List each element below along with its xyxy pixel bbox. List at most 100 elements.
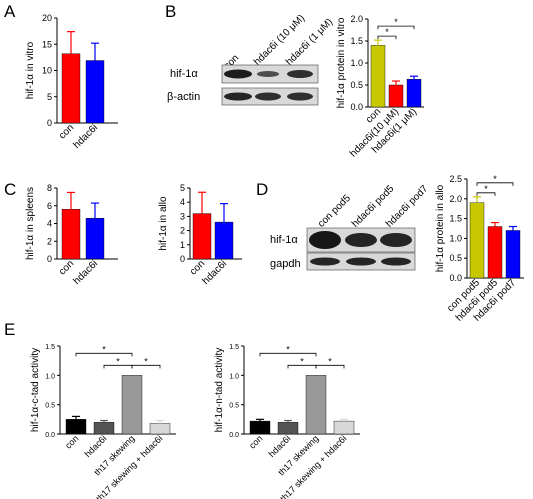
blot-b-row-label: β-actin: [167, 91, 201, 103]
blot-d-gapdh-band: [381, 257, 411, 266]
chart-e1-sig-bracket: [75, 352, 133, 357]
blot-d-row-label: hif-1α: [270, 234, 298, 246]
chart-d-bar: [505, 230, 521, 279]
chart-e1-ytick-label: 1.5: [45, 344, 55, 351]
chart-b-bar: [406, 79, 422, 108]
chart-c1-bar: [61, 209, 81, 260]
chart-a-bar: [61, 53, 81, 124]
chart-e2-sig-bracket: [315, 364, 345, 369]
chart-d-ytick-label: 1.5: [449, 214, 462, 224]
blot-d-gapdh-band: [346, 257, 376, 266]
chart-e2-ytick-label: 0.5: [229, 403, 239, 410]
chart-e1-ytick-label: 1.0: [45, 373, 55, 380]
chart-b-sig-bracket: [377, 25, 415, 30]
chart-d-bar: [487, 226, 503, 279]
chart-e1-sig-label: *: [144, 356, 148, 366]
chart-b-ytick-label: 0.5: [350, 80, 363, 90]
chart-e2-ytick-label: 1.5: [229, 344, 239, 351]
panel-letter-d: D: [256, 180, 269, 199]
chart-a-ytick-label: 0: [47, 118, 52, 128]
chart-c2-xtick-label: hdac6i: [201, 258, 230, 287]
chart-a-ylabel: hif-1α in vitro: [25, 41, 36, 99]
chart-e1-bar: [121, 375, 143, 435]
chart-a-xtick-label: con: [57, 122, 76, 141]
chart-c2-ytick-label: 0: [180, 254, 185, 264]
chart-a-ytick-label: 5: [47, 92, 52, 102]
chart-b-sig-bracket: [377, 35, 397, 40]
panel-letter-c: C: [4, 180, 17, 199]
chart-c1-xtick-label: hdac6i: [72, 258, 101, 287]
chart-d-ytick-label: 1.0: [449, 233, 462, 243]
chart-e1-ytick-label: 0.0: [45, 432, 55, 439]
chart-c1-ytick-label: 0: [47, 254, 52, 264]
chart-e1-ylabel: hif-1α-c-tad activity: [30, 348, 41, 432]
chart-d-ytick-label: 2.5: [449, 174, 462, 184]
chart-e2-bar: [305, 375, 327, 435]
chart-e1-sig-label: *: [116, 356, 120, 366]
chart-b-ytick-label: 1.0: [350, 58, 363, 68]
chart-c2-ytick-label: 1: [180, 240, 185, 250]
chart-e1-bar: [149, 423, 171, 435]
chart-b-ytick-label: 2.0: [350, 14, 363, 24]
chart-e1-bar: [93, 422, 115, 435]
chart-c2-bar: [214, 221, 234, 260]
chart-a-bar: [85, 60, 105, 124]
blot-b-actin-band: [255, 92, 281, 101]
blot-d-gapdh-band: [310, 257, 340, 266]
chart-b-bar: [388, 84, 404, 108]
chart-e2-bar: [277, 422, 299, 435]
chart-e2-sig-bracket: [259, 352, 317, 357]
chart-e1-bar: [65, 419, 87, 435]
chart-b-bar: [370, 45, 386, 108]
chart-e1-sig-label: *: [102, 344, 106, 354]
chart-e2-xtick-label: con: [247, 433, 264, 450]
chart-d-sig-label: *: [493, 174, 497, 184]
chart-e2-ytick-label: 0.0: [229, 432, 239, 439]
blot-d-hif-band: [345, 233, 377, 247]
chart-d-sig-bracket: [476, 182, 514, 186]
blot-b-row-label: hif-1α: [170, 68, 198, 80]
chart-e1-xtick-label: con: [63, 433, 80, 450]
chart-c2-bar: [192, 213, 212, 260]
chart-e2-sig-label: *: [300, 356, 304, 366]
blot-b-hif-band: [287, 70, 313, 78]
chart-e2-sig-label: *: [328, 356, 332, 366]
blot-d-hif-band: [309, 231, 341, 249]
chart-b-ytick-label: 1.5: [350, 36, 363, 46]
panel-letter-e: E: [4, 320, 16, 339]
chart-d-ylabel: hif-1α protein in allo: [435, 184, 446, 272]
blot-b-hif-band: [224, 69, 252, 79]
chart-d-ytick-label: 0.5: [449, 253, 462, 263]
chart-b-sig-label: *: [385, 27, 389, 37]
chart-c2-ytick-label: 2: [180, 226, 185, 236]
chart-a-ytick-label: 20: [42, 13, 52, 23]
chart-d-bar: [469, 202, 485, 279]
chart-c1-ytick-label: 6: [47, 201, 52, 211]
chart-e2-bar: [249, 420, 271, 435]
blot-d-hif-band: [380, 233, 412, 247]
chart-d-ytick-label: 0.0: [449, 273, 462, 283]
chart-c2-ytick-label: 5: [180, 183, 185, 193]
chart-c1-ytick-label: 8: [47, 183, 52, 193]
chart-e1-xtick-label: hdac6i: [83, 433, 109, 459]
panel-letter-b: B: [165, 2, 177, 21]
blot-b-hif-band: [257, 71, 279, 77]
chart-e2-bar: [333, 420, 355, 435]
chart-b-ytick-label: 0.0: [350, 102, 363, 112]
chart-c2-ytick-label: 4: [180, 197, 185, 207]
chart-e2-ytick-label: 1.0: [229, 373, 239, 380]
chart-e1-sig-bracket: [131, 364, 161, 369]
chart-e2-xtick-label: hdac6i: [267, 433, 293, 459]
chart-e2-ylabel: hif-1α-n-tad activity: [214, 348, 225, 433]
chart-c2-ytick-label: 3: [180, 211, 185, 221]
chart-c1-ytick-label: 4: [47, 219, 52, 229]
chart-d-sig-label: *: [484, 184, 488, 194]
chart-b-ylabel: hif-1α protein in vitro: [336, 17, 347, 108]
blot-b-actin-band: [224, 92, 252, 101]
chart-c1-ylabel: hif-1α in spleens: [25, 187, 36, 260]
chart-d-sig-bracket: [476, 192, 496, 196]
chart-c1-xtick-label: con: [57, 258, 76, 277]
chart-b-sig-label: *: [394, 17, 398, 27]
blot-d-row-label: gapdh: [270, 258, 301, 270]
